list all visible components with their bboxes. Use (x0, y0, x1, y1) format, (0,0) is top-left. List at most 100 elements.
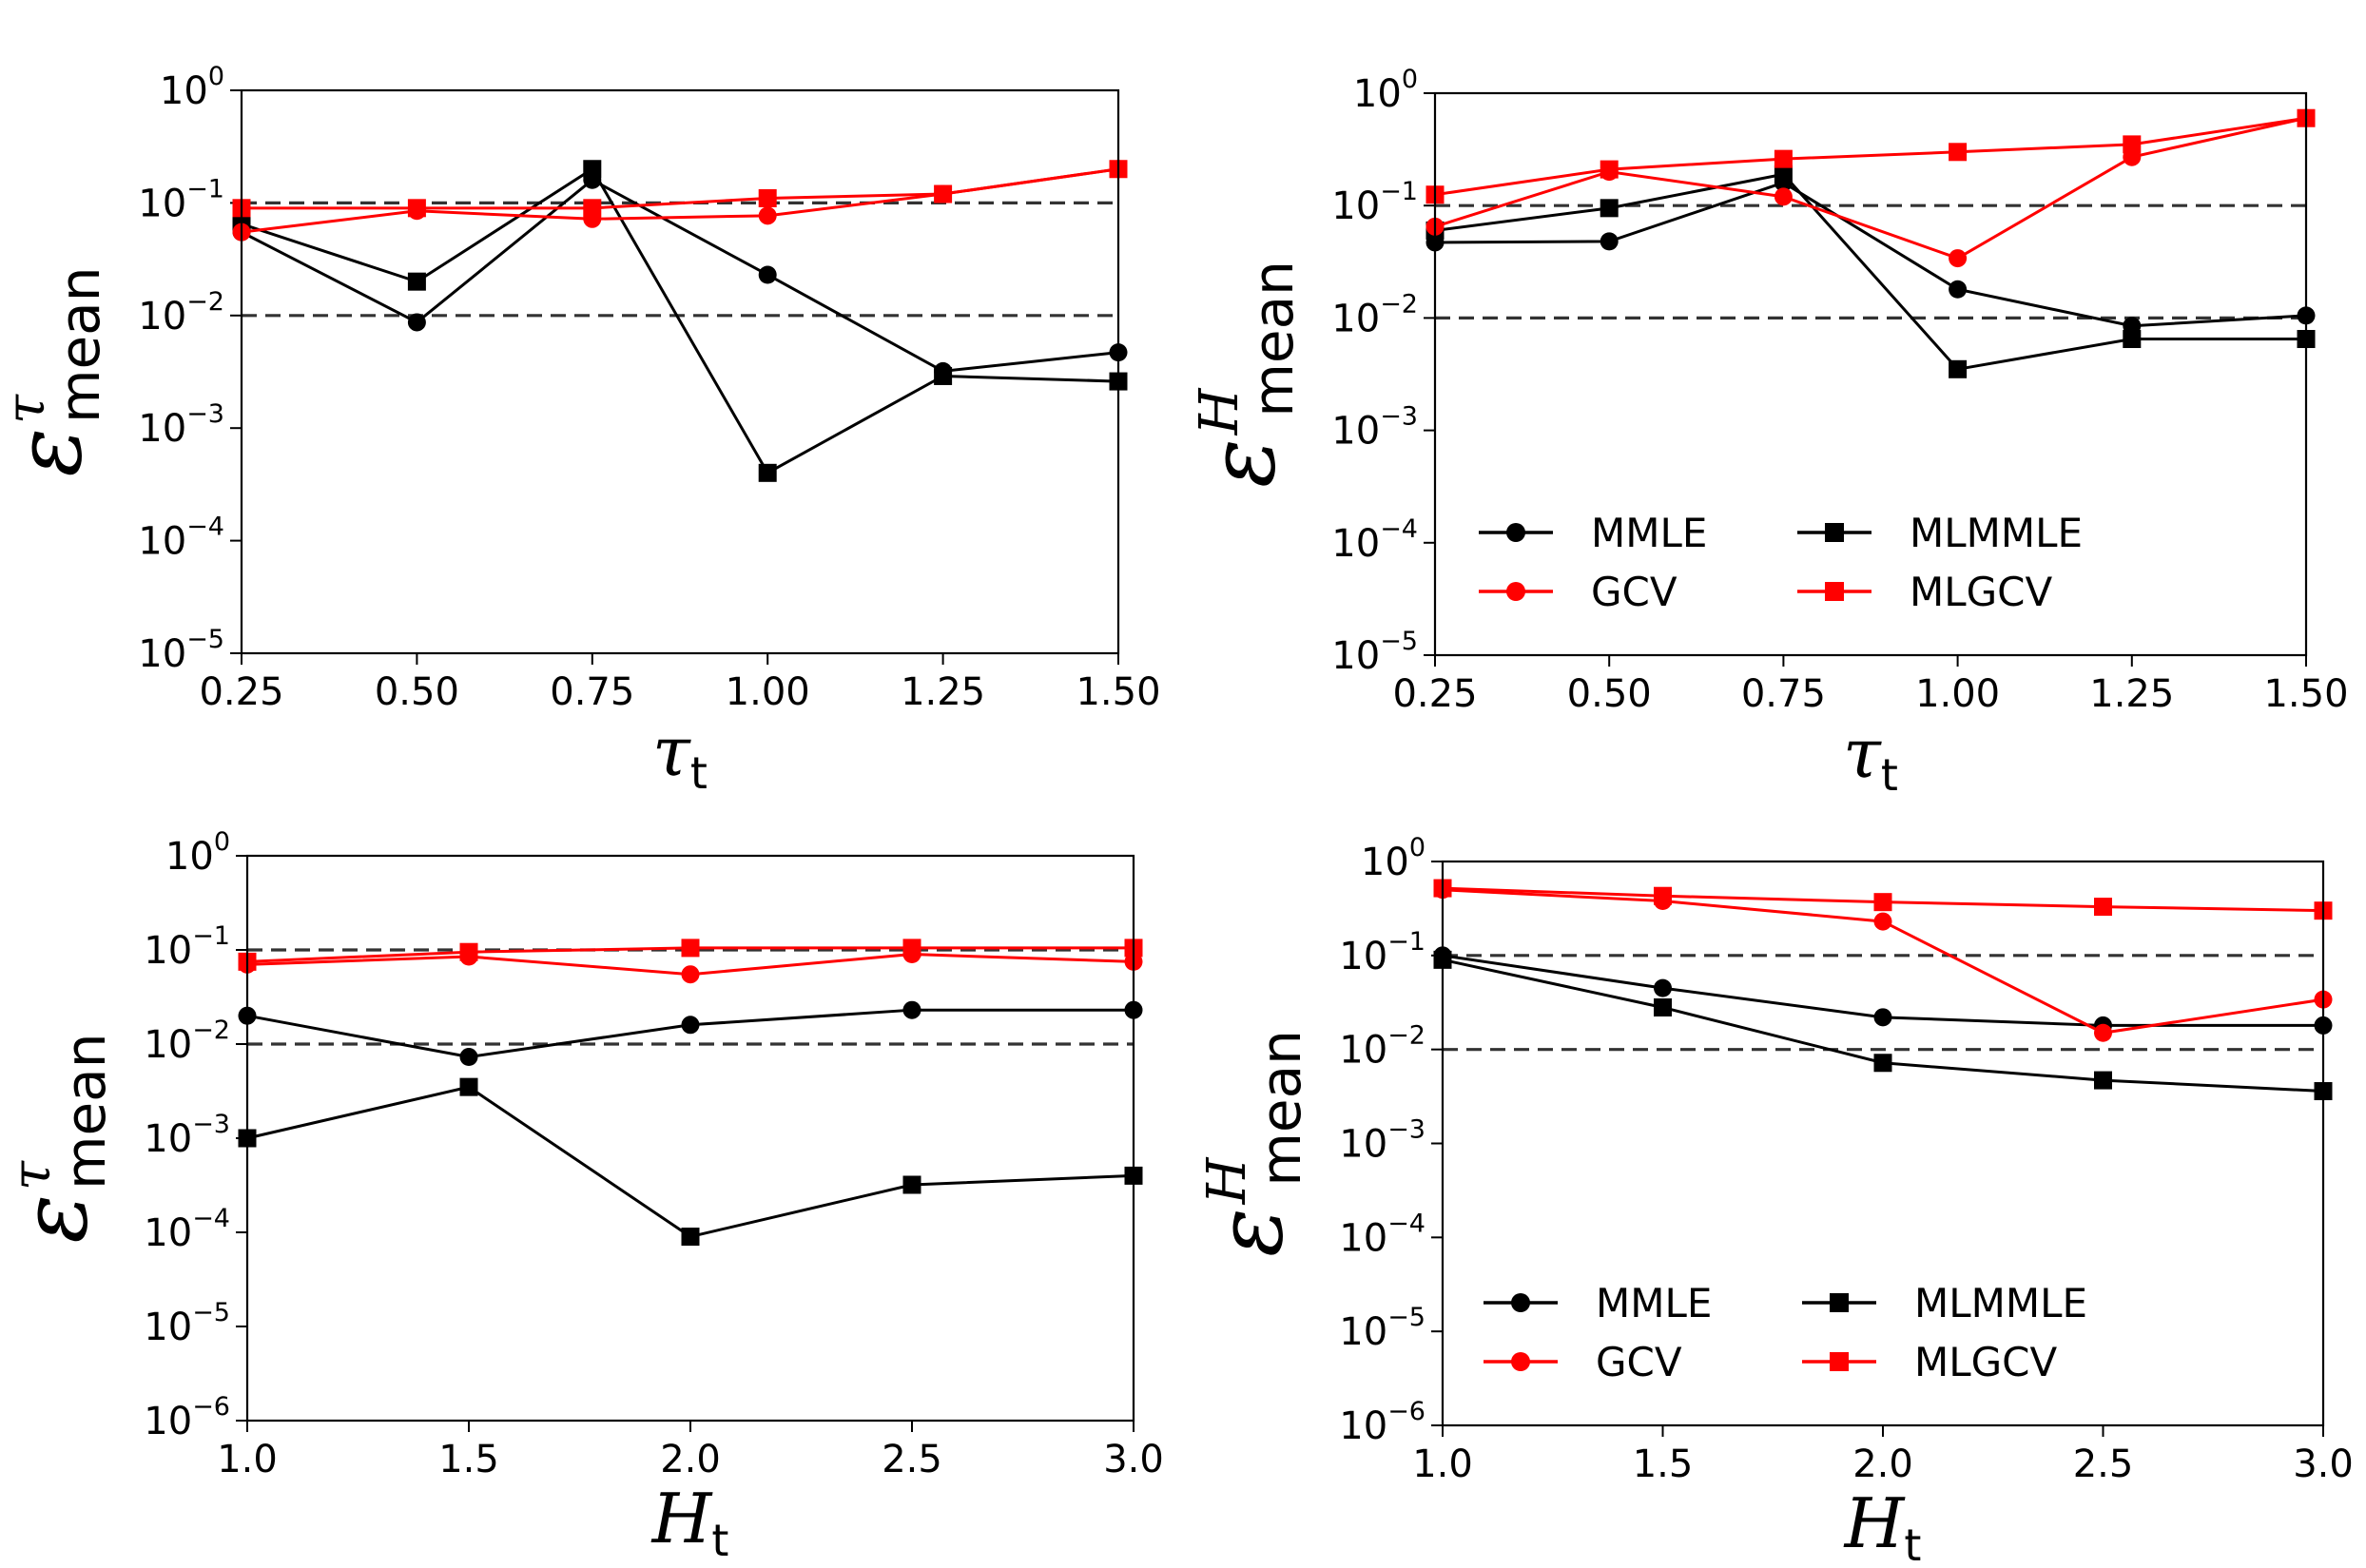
chart-panel-1: 10−5 10−4 10−3 10−2 10−1 100 0.25 0.50 0.75 1.00 1… (0, 62, 1161, 799)
legend-marker (1506, 582, 1525, 601)
x-tick-label: 1.0 (1412, 1442, 1473, 1486)
legend-item-mlmmle: MLMMLE (1802, 1280, 2087, 1326)
chart-panel-2: 10−5 10−4 10−3 10−2 10−1 100 0.25 0.50 0.75 1.00 1… (1189, 65, 2349, 801)
series-line (246, 1085, 1135, 1239)
legend-marker (1825, 582, 1844, 601)
series-line (241, 178, 1119, 373)
data-point (2094, 1071, 2112, 1090)
data-point (459, 1077, 478, 1096)
y-tick-label: 10−5 (144, 1298, 230, 1349)
series-mlmmle (232, 160, 1128, 482)
plot-frame (240, 88, 1120, 655)
y-tick-label: 10−4 (1331, 514, 1418, 566)
data-point (2123, 330, 2142, 349)
data-point (1949, 249, 1968, 268)
x-axis-label: τt (1843, 713, 1898, 801)
series-mlgcv (1433, 879, 2333, 920)
legend: MMLE MLMMLE GCV MLGCV (1484, 1280, 2087, 1385)
legend-label: MLMMLE (1910, 510, 2083, 556)
data-point (1600, 160, 1619, 179)
data-point (758, 188, 777, 207)
data-point (583, 160, 602, 179)
data-point (902, 1175, 921, 1194)
series-mmle (238, 1000, 1143, 1067)
data-point (407, 199, 426, 218)
data-point (1654, 886, 1672, 905)
legend-item-gcv: GCV (1484, 1339, 1682, 1385)
data-point (758, 463, 777, 482)
series-line (1434, 172, 2306, 371)
y-tick-label: 10−4 (1339, 1209, 1425, 1260)
y-tick-label: 10−5 (138, 625, 224, 676)
y-tick-label: 10−1 (1331, 177, 1418, 228)
data-point (758, 206, 777, 225)
y-axis-label: εHmean (1196, 1030, 1313, 1257)
data-point (1873, 1054, 1892, 1073)
legend-item-mlgcv: MLGCV (1802, 1339, 2058, 1385)
x-tick-label: 1.00 (1915, 672, 2000, 716)
legend-marker (1830, 1352, 1849, 1371)
x-tick-label: 3.0 (2293, 1442, 2354, 1486)
x-tick-label: 0.25 (199, 670, 283, 714)
x-tick-label: 2.0 (660, 1438, 721, 1481)
series-line (1434, 181, 2307, 328)
x-tick-label: 1.25 (2089, 672, 2174, 716)
plot-frame (245, 854, 1135, 1423)
y-tick-label: 10−4 (138, 513, 224, 564)
y-tick-label: 10−5 (1339, 1303, 1425, 1354)
legend-marker (1506, 523, 1525, 542)
x-tick-label: 2.5 (882, 1438, 942, 1481)
series-line (1434, 116, 2307, 197)
data-point (459, 1048, 478, 1067)
legend-item-gcv: GCV (1479, 569, 1678, 615)
data-point (407, 272, 426, 291)
series-line (242, 167, 1119, 210)
series-mlmmle (238, 1077, 1143, 1247)
data-point (583, 199, 602, 218)
x-axis-label: τt (652, 711, 708, 799)
y-tick-label: 10−2 (138, 287, 224, 339)
data-point (1774, 149, 1793, 168)
plot-frame (1441, 860, 2325, 1427)
y-tick-label: 10−4 (144, 1204, 230, 1255)
legend-item-mlmmle: MLMMLE (1797, 510, 2083, 556)
legend-item-mmle: MMLE (1479, 510, 1707, 556)
data-point (1873, 893, 1892, 912)
y-tick-label: 100 (165, 827, 230, 879)
x-tick-label: 0.25 (1392, 672, 1477, 716)
x-tick-label: 1.00 (726, 670, 810, 714)
x-tick-label: 3.0 (1103, 1438, 1164, 1481)
x-tick-label: 1.50 (1076, 670, 1160, 714)
x-tick-label: 2.5 (2073, 1442, 2134, 1486)
legend-label: MLGCV (1914, 1339, 2058, 1385)
x-tick-label: 1.25 (901, 670, 985, 714)
data-point (1949, 359, 1968, 378)
y-tick-label: 10−2 (1339, 1021, 1425, 1073)
series-mlmmle (1425, 165, 2316, 378)
data-point (407, 313, 426, 332)
data-point (1774, 165, 1793, 184)
series-gcv (232, 160, 1128, 242)
x-tick-label: 1.5 (1633, 1442, 1694, 1486)
legend-label: MMLE (1596, 1280, 1712, 1326)
y-tick-label: 10−6 (1339, 1397, 1425, 1448)
y-tick-label: 10−1 (144, 921, 230, 973)
y-axis-label: ετmean (0, 267, 112, 477)
chart-panel-4: 10−6 10−5 10−4 10−3 10−2 10−1 100 1.0 1.5 2.0 2.5 3… (1196, 833, 2354, 1568)
series-mlgcv (238, 939, 1143, 971)
data-point (681, 965, 700, 984)
y-tick-label: 10−3 (138, 399, 224, 451)
y-tick-label: 10−1 (138, 174, 224, 225)
chart-panel-3: 10−6 10−5 10−4 10−3 10−2 10−1 100 1.0 1.5 2.0 2.5 3… (1, 827, 1164, 1566)
x-axis-label: Ht (1843, 1483, 1922, 1568)
legend-marker (1830, 1293, 1849, 1312)
data-point (1654, 997, 1672, 1016)
y-tick-label: 10−6 (144, 1392, 230, 1443)
legend-marker (1511, 1293, 1530, 1312)
plot-frame (1433, 91, 2308, 657)
series-mlgcv (232, 160, 1128, 218)
y-axis-label: εHmean (1189, 261, 1306, 488)
x-axis-label: Ht (650, 1479, 729, 1566)
series-gcv (1425, 108, 2316, 268)
legend-label: MLGCV (1910, 569, 2053, 615)
